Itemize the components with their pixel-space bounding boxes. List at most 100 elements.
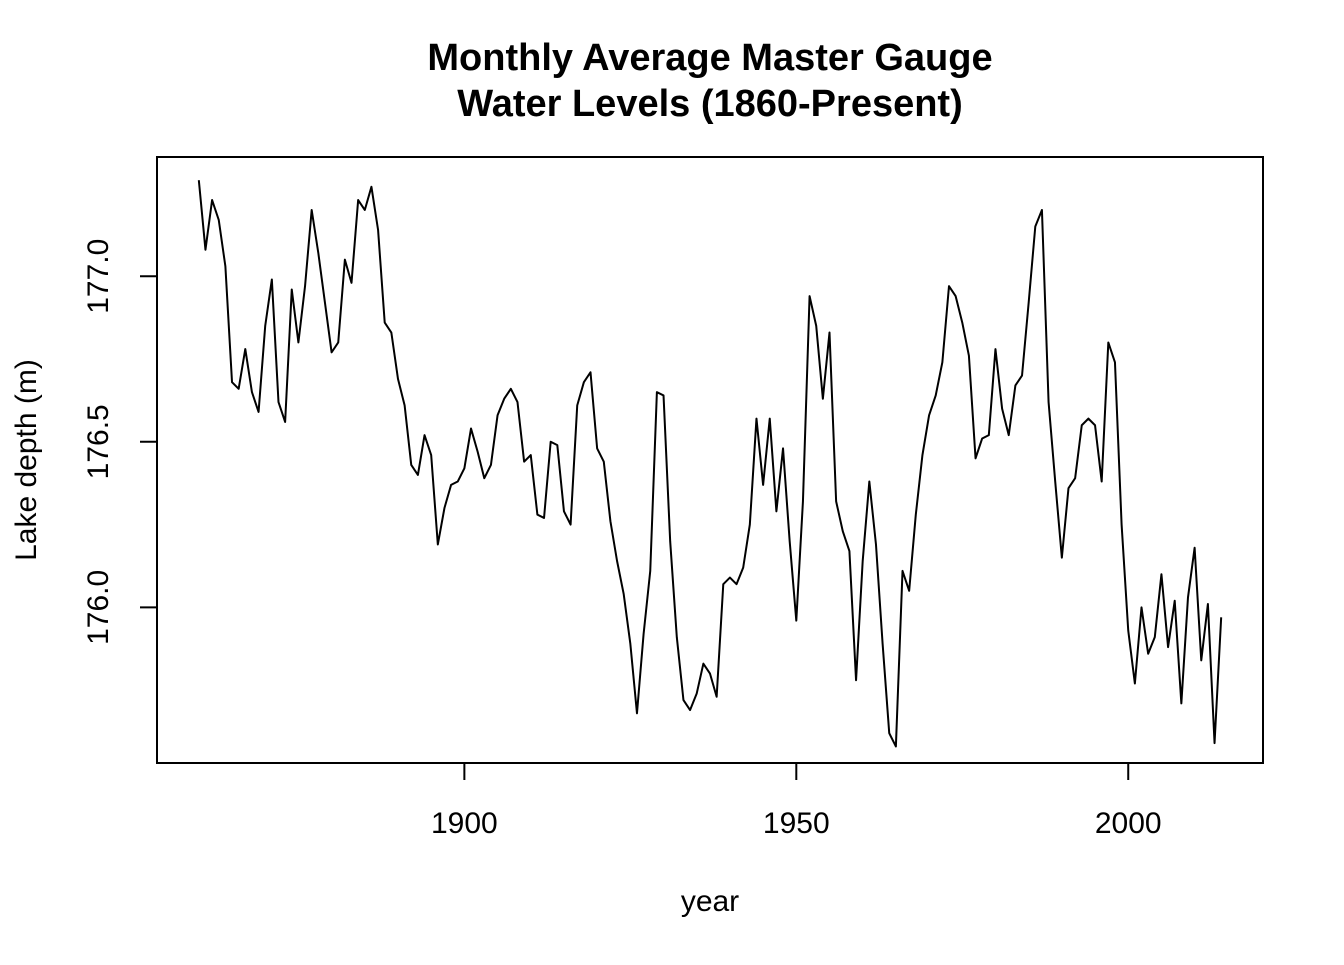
data-point-1996 <box>1100 480 1102 482</box>
data-point-1875 <box>297 341 299 343</box>
data-point-2009 <box>1187 596 1189 598</box>
data-point-1933 <box>682 699 684 701</box>
series-points <box>198 179 1223 748</box>
data-point-1992 <box>1074 477 1076 479</box>
data-point-2003 <box>1147 653 1149 655</box>
data-point-1910 <box>530 454 532 456</box>
y-tick-label-176.0: 176.0 <box>82 570 115 645</box>
data-point-1883 <box>350 282 352 284</box>
data-point-1954 <box>822 398 824 400</box>
data-point-2000 <box>1127 629 1129 631</box>
y-axis: 176.0 176.5 177.0 <box>82 239 157 645</box>
data-point-1955 <box>828 331 830 333</box>
data-point-1989 <box>1054 480 1056 482</box>
data-point-1946 <box>769 417 771 419</box>
x-axis: 1900 1950 2000 <box>431 763 1162 840</box>
data-point-1906 <box>503 398 505 400</box>
data-point-1978 <box>981 437 983 439</box>
y-tick-label-177.0: 177.0 <box>82 239 115 314</box>
data-point-2007 <box>1174 600 1176 602</box>
data-point-1985 <box>1027 302 1029 304</box>
data-point-1990 <box>1061 556 1063 558</box>
data-point-2011 <box>1200 659 1202 661</box>
data-point-1886 <box>370 186 372 188</box>
data-point-1937 <box>709 672 711 674</box>
data-point-1893 <box>417 474 419 476</box>
data-point-1882 <box>344 258 346 260</box>
data-point-1931 <box>669 540 671 542</box>
data-point-1981 <box>1001 407 1003 409</box>
data-point-1972 <box>941 361 943 363</box>
data-point-1919 <box>589 371 591 373</box>
data-point-1870 <box>264 325 266 327</box>
data-point-1950 <box>795 619 797 621</box>
data-point-1934 <box>689 709 691 711</box>
data-point-1864 <box>224 265 226 267</box>
data-point-1872 <box>277 401 279 403</box>
data-point-1905 <box>496 414 498 416</box>
data-point-1932 <box>676 636 678 638</box>
data-point-1925 <box>629 643 631 645</box>
data-point-1947 <box>775 510 777 512</box>
data-point-1948 <box>782 447 784 449</box>
data-point-1885 <box>364 209 366 211</box>
data-point-1861 <box>204 249 206 251</box>
data-point-1902 <box>476 451 478 453</box>
data-point-1940 <box>729 576 731 578</box>
data-point-1901 <box>470 427 472 429</box>
data-point-1929 <box>656 391 658 393</box>
data-point-2006 <box>1167 646 1169 648</box>
data-point-2001 <box>1134 682 1136 684</box>
data-point-1949 <box>788 540 790 542</box>
data-point-1874 <box>291 288 293 290</box>
data-point-1863 <box>218 219 220 221</box>
data-point-1979 <box>988 434 990 436</box>
y-tick-label-176.5: 176.5 <box>82 404 115 479</box>
data-point-1916 <box>569 523 571 525</box>
data-point-1967 <box>908 590 910 592</box>
data-point-1889 <box>390 331 392 333</box>
data-point-1897 <box>443 507 445 509</box>
data-point-1895 <box>430 454 432 456</box>
data-point-1876 <box>304 285 306 287</box>
data-point-1962 <box>875 543 877 545</box>
data-point-1917 <box>576 404 578 406</box>
data-point-2013 <box>1213 742 1215 744</box>
data-point-1975 <box>961 321 963 323</box>
data-point-1904 <box>490 464 492 466</box>
data-point-1860 <box>198 179 200 181</box>
data-point-1935 <box>696 692 698 694</box>
data-point-1881 <box>337 341 339 343</box>
data-point-1922 <box>609 520 611 522</box>
data-point-1993 <box>1081 424 1083 426</box>
data-point-1888 <box>384 321 386 323</box>
data-point-1936 <box>702 662 704 664</box>
data-point-1927 <box>642 633 644 635</box>
data-point-1988 <box>1047 401 1049 403</box>
data-point-1960 <box>861 560 863 562</box>
data-point-1913 <box>549 441 551 443</box>
data-point-1892 <box>410 464 412 466</box>
data-point-1890 <box>397 378 399 380</box>
data-point-1977 <box>974 457 976 459</box>
x-tick-label-1900: 1900 <box>431 807 498 840</box>
data-point-1971 <box>935 394 937 396</box>
data-point-2012 <box>1207 603 1209 605</box>
data-point-1980 <box>994 348 996 350</box>
data-point-1995 <box>1094 424 1096 426</box>
data-point-1939 <box>722 583 724 585</box>
data-point-1970 <box>928 414 930 416</box>
data-point-1952 <box>808 295 810 297</box>
data-point-1999 <box>1120 523 1122 525</box>
data-point-1943 <box>749 523 751 525</box>
series-line <box>197 180 1223 748</box>
data-point-1911 <box>536 513 538 515</box>
data-point-1951 <box>802 500 804 502</box>
data-point-1924 <box>623 593 625 595</box>
data-point-1966 <box>901 570 903 572</box>
data-point-1953 <box>815 325 817 327</box>
data-point-1961 <box>868 480 870 482</box>
data-point-1926 <box>636 712 638 714</box>
data-point-1938 <box>715 696 717 698</box>
data-point-1908 <box>516 401 518 403</box>
